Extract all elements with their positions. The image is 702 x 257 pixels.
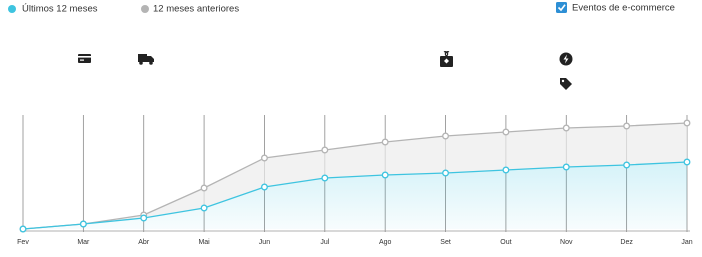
series-line	[22, 122, 688, 230]
x-tick-label: Nov	[560, 239, 573, 246]
point	[381, 138, 389, 146]
point	[502, 166, 510, 174]
plot	[19, 119, 691, 233]
point	[321, 146, 329, 154]
point	[321, 174, 329, 182]
checkbox-label: Eventos de e-commerce	[572, 3, 675, 14]
gift-icon	[440, 51, 453, 67]
x-tick-label: Jun	[259, 239, 270, 246]
legend-label: Últimos 12 meses	[22, 4, 98, 15]
area-current	[23, 162, 687, 229]
legend-swatch	[141, 5, 149, 13]
card-icon	[78, 54, 91, 63]
x-tick-label: Abr	[138, 239, 150, 246]
point	[140, 214, 148, 222]
x-tick-label: Dez	[620, 239, 633, 246]
point	[200, 204, 208, 212]
point	[442, 132, 449, 140]
point	[381, 171, 389, 179]
x-tick-label: Out	[500, 239, 511, 246]
checkbox[interactable]	[556, 2, 567, 13]
point	[683, 119, 691, 127]
point	[79, 220, 87, 228]
point	[623, 122, 631, 130]
point	[200, 184, 208, 192]
x-tick-label: Mai	[198, 239, 210, 246]
x-tick-label: Mar	[77, 239, 90, 246]
tag-icon	[560, 78, 572, 90]
x-tick-label: Jul	[320, 239, 329, 246]
x-tick-label: Fev	[17, 239, 29, 246]
point	[502, 128, 510, 136]
point	[19, 225, 27, 233]
series-line	[22, 161, 688, 230]
legend-swatch	[8, 5, 16, 13]
point	[562, 124, 570, 132]
x-tick-label: Set	[440, 239, 451, 246]
bolt-icon	[559, 52, 573, 66]
x-tick-label: Jan	[681, 239, 692, 246]
point	[442, 169, 449, 177]
point	[261, 183, 268, 191]
checkmark	[557, 4, 566, 12]
point	[562, 163, 570, 171]
point	[623, 161, 631, 169]
point	[261, 154, 268, 162]
legend-label: 12 meses anteriores	[153, 4, 239, 15]
point	[683, 158, 691, 166]
truck-icon	[138, 54, 154, 65]
x-tick-label: Ago	[379, 239, 392, 246]
